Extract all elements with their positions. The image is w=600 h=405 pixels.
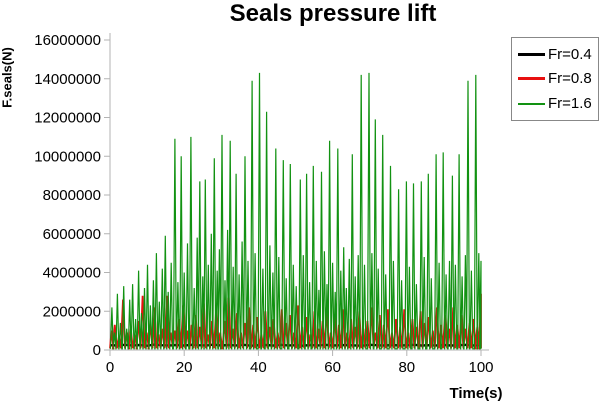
x-tick-label: 40 [250,359,267,376]
series-line-sample-green [518,102,545,105]
y-tick-label: 10000000 [34,148,101,165]
legend-item-fr04: Fr=0.4 [518,46,598,63]
x-tick-label: 60 [324,359,341,376]
legend-label: Fr=1.6 [548,95,592,113]
y-tick-label: 0 [93,342,101,359]
x-axis-title: Time(s) [449,385,503,402]
y-tick-label: 2000000 [43,303,101,320]
y-tick-label: 12000000 [34,110,101,127]
legend-label: Fr=0.8 [548,70,592,88]
y-tick-label: 14000000 [34,71,101,88]
series-line-sample-black [518,52,545,56]
chart-title: Seals pressure lift [229,0,437,27]
x-tick-label: 20 [176,359,193,376]
y-tick-label: 4000000 [43,265,101,282]
y-tick-label: 8000000 [43,187,101,204]
legend: Fr=0.4 Fr=0.8 Fr=1.6 [511,37,599,121]
series-line-Fr=1.6 [109,72,482,350]
legend-item-fr08: Fr=0.8 [518,70,598,87]
y-tick-label: 16000000 [34,32,101,49]
x-tick-label: 80 [398,359,415,376]
legend-item-fr16: Fr=1.6 [518,95,598,112]
y-tick-label: 6000000 [43,226,101,243]
x-tick-label: 100 [468,359,493,376]
legend-label: Fr=0.4 [548,45,592,63]
x-tick-label: 0 [106,359,114,376]
series-line-sample-red [518,77,545,81]
